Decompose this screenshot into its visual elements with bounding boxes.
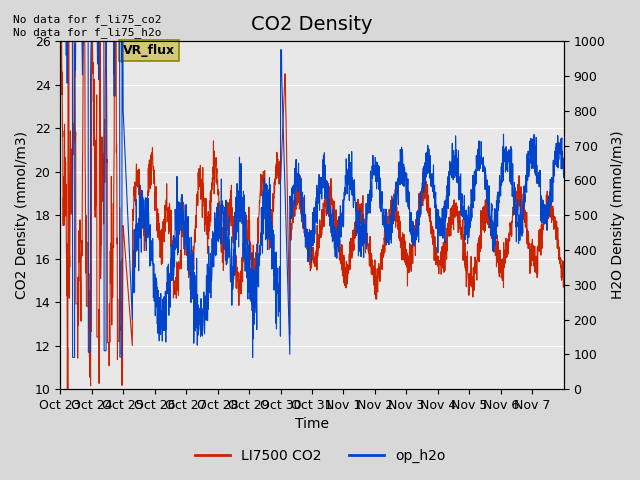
Text: No data for f_li75_co2
No data for f_li75_h2o: No data for f_li75_co2 No data for f_li7… — [13, 14, 161, 38]
Y-axis label: H2O Density (mmol/m3): H2O Density (mmol/m3) — [611, 131, 625, 300]
X-axis label: Time: Time — [295, 418, 329, 432]
Title: CO2 Density: CO2 Density — [252, 15, 372, 34]
Legend: LI7500 CO2, op_h2o: LI7500 CO2, op_h2o — [189, 443, 451, 468]
Text: VR_flux: VR_flux — [123, 44, 175, 57]
Y-axis label: CO2 Density (mmol/m3): CO2 Density (mmol/m3) — [15, 131, 29, 299]
